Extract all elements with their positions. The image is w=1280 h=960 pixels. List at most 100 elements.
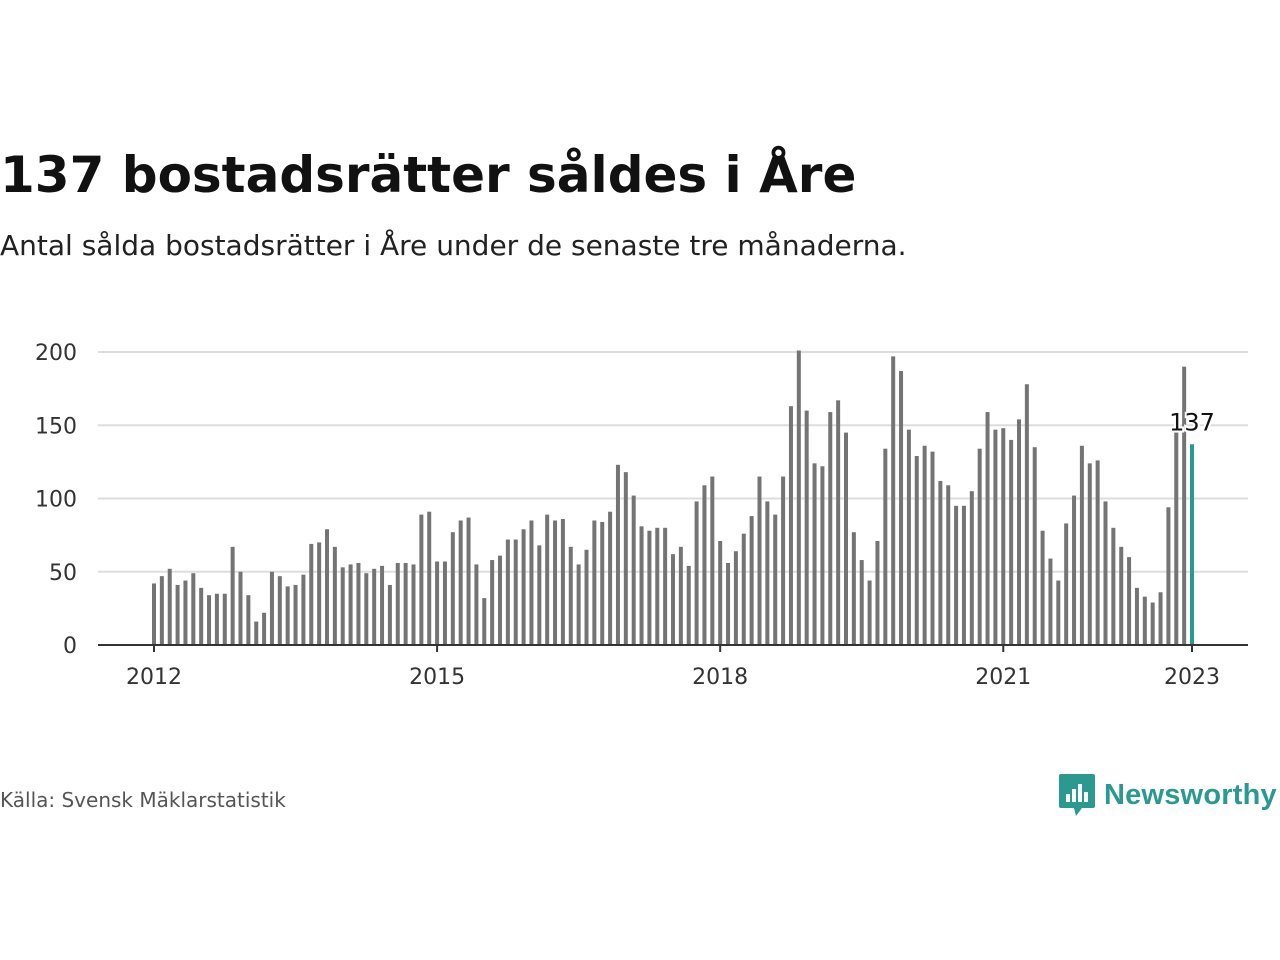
bar [159,576,164,645]
bar [167,568,172,645]
bar [1024,384,1029,645]
bar [1127,557,1132,645]
bar [1032,447,1037,645]
bar [419,514,424,645]
bar [938,480,943,645]
bar [584,549,589,645]
bar [1017,419,1021,645]
bar [309,543,314,645]
last-value-label: 137 [1169,408,1215,436]
bar [1048,558,1053,645]
chart-title: 137 bostadsrätter såldes i Åre [0,146,857,204]
bar [781,476,786,645]
bar [663,527,668,645]
bar [694,501,699,645]
bar [568,546,573,645]
bar [883,448,888,645]
bar [505,539,510,645]
bar [788,406,793,645]
bar [521,529,526,645]
bar [474,564,479,645]
bar [891,356,896,645]
bar [450,532,455,645]
bar [277,576,282,645]
bar [262,612,267,645]
bar [214,593,219,645]
bar [269,571,274,645]
bar [301,574,306,645]
bar [199,587,204,645]
bars [152,350,1194,645]
bar [191,573,196,645]
bar [395,562,400,645]
bar [600,521,605,645]
bar [867,580,872,645]
x-tick-label: 2023 [1164,665,1220,690]
chart-subtitle: Antal sålda bostadsrätter i Åre under de… [0,229,907,262]
bar [1056,580,1061,645]
bar [1009,439,1014,645]
newsworthy-logo-text: Newsworthy [1104,778,1277,811]
bar [655,527,660,645]
bar [152,583,156,645]
bar [930,451,935,645]
bar [647,530,652,645]
bar [765,501,770,645]
bar [710,476,715,645]
bar [844,432,848,645]
bar [238,571,243,645]
bar [1079,445,1084,645]
bar [899,371,904,645]
y-tick-label: 200 [35,341,77,366]
bar [1158,592,1163,645]
bar [560,519,565,645]
bar [482,598,487,645]
y-tick-label: 50 [49,561,77,586]
bar [348,564,353,645]
x-tick-label: 2015 [409,665,465,690]
bar [985,412,990,645]
bar [961,505,966,645]
bar [372,568,377,645]
bar [427,511,432,645]
bar [1174,432,1179,645]
bar [1134,587,1139,645]
bar [1142,596,1147,645]
bar [1111,527,1116,645]
newsworthy-logo-icon [1059,774,1095,816]
bar [859,560,864,645]
bar [828,412,833,645]
bar [757,476,762,645]
bar [1072,495,1077,645]
bar [749,516,754,645]
bar [364,573,369,645]
x-tick-label: 2012 [126,665,182,690]
bar [553,520,558,645]
bar [741,533,746,645]
bar [293,584,298,645]
bar [458,520,463,645]
bar [325,529,329,645]
bar [875,540,880,645]
bar [726,562,731,645]
bar [529,520,534,645]
bar [914,456,919,645]
bar [435,561,440,645]
bar [946,485,951,645]
bar [230,546,235,645]
bar [796,350,801,645]
bar [954,505,959,645]
bar [906,429,911,645]
highlight-bar [1190,444,1194,645]
bar [380,565,385,645]
bar [513,539,518,645]
bar [537,545,542,645]
bar [1166,507,1171,645]
bar [403,562,408,645]
bar [836,400,841,645]
bar [615,464,620,645]
bar [356,562,361,645]
bar [1001,428,1006,645]
bar [498,555,502,645]
bar [718,540,723,645]
